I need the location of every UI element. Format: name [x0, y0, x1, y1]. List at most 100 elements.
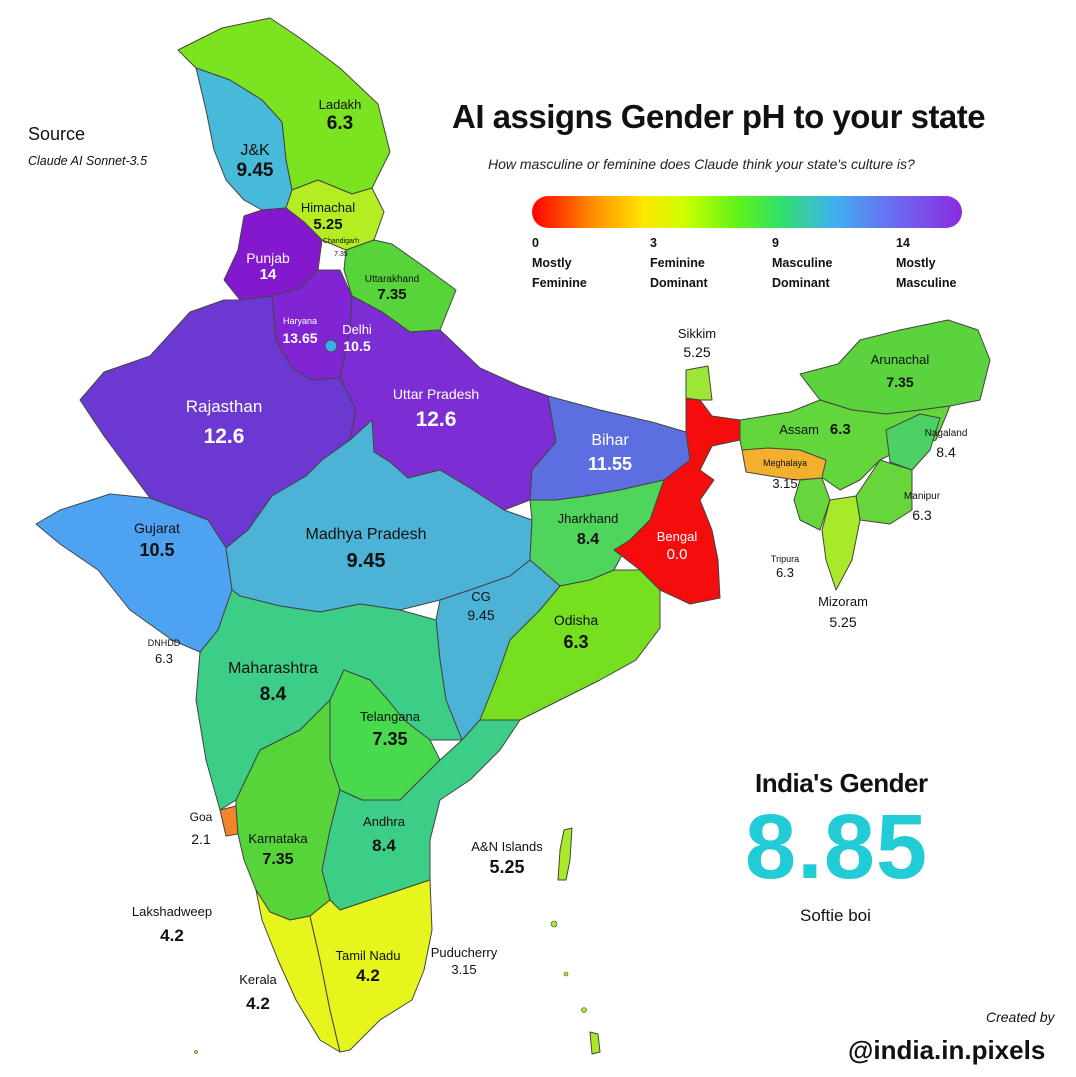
label-puducherry: Puducherry 3.15: [430, 945, 498, 978]
label-value: 6.3: [775, 565, 795, 581]
label-value: 5.25: [489, 856, 525, 877]
label-bengal: Bengal 0.0: [656, 529, 698, 563]
legend-stop-line1: Masculine: [772, 256, 833, 270]
label-value: 0.0: [666, 545, 688, 563]
label-name: Telangana: [360, 709, 420, 724]
label-cg: CG 9.45: [467, 589, 494, 623]
page-subtitle: How masculine or feminine does Claude th…: [488, 156, 915, 172]
label-value: 7.35: [372, 728, 408, 749]
region-odisha: [479, 569, 661, 721]
label-value: 6.3: [829, 421, 851, 438]
label-value: 7.35: [262, 850, 294, 868]
an-islet-3: [563, 971, 569, 977]
label-delhi: Delhi 10.5: [342, 322, 372, 354]
legend-stop-value: 0: [532, 236, 539, 250]
label-name: Jharkhand: [557, 511, 619, 526]
legend-stop-9: 9 Masculine Dominant: [772, 233, 832, 293]
region-delhi: [324, 339, 338, 353]
legend-stop-line2: Masculine: [896, 276, 957, 290]
page-title: AI assigns Gender pH to your state: [452, 98, 986, 135]
source-heading: Source: [28, 124, 86, 144]
label-name: Sikkim: [677, 326, 717, 341]
label-haryana: Haryana 13.65: [282, 316, 317, 346]
label-value: 11.55: [587, 454, 633, 475]
legend-stop-14: 14 Mostly Masculine: [896, 233, 956, 293]
label-value: 6.3: [912, 506, 932, 523]
label-value: 8.4: [936, 443, 956, 460]
label-arunachal: Arunachal 7.35: [871, 352, 930, 390]
label-mizoram: Mizoram 5.25: [818, 594, 868, 630]
label-name: Bengal: [656, 529, 698, 544]
region-tripura: [793, 477, 831, 531]
region-mizoram: [821, 495, 861, 591]
label-value: 9.45: [346, 550, 386, 573]
label-value: 10.5: [343, 337, 371, 354]
label-dnhdd: DNHDD 6.3: [148, 638, 181, 667]
label-value: 7.35: [886, 373, 914, 390]
label-maharashtra: Maharashtra 8.4: [228, 660, 318, 706]
label-name: Odisha: [553, 612, 599, 628]
legend-stop-line1: Feminine: [650, 256, 705, 270]
label-value: 5.25: [829, 613, 857, 630]
label-name: A&N Islands: [471, 839, 543, 854]
label-manipur: Manipur 6.3: [904, 491, 940, 523]
label-value: 3.15: [772, 476, 798, 492]
legend-stop-3: 3 Feminine Dominant: [650, 233, 708, 293]
label-meghalaya: Meghalaya 3.15: [763, 458, 807, 492]
label-up: Uttar Pradesh 12.6: [393, 386, 479, 432]
label-value: 4.2: [246, 993, 270, 1013]
legend-stop-value: 9: [772, 236, 779, 250]
label-name: Assam: [779, 422, 820, 437]
label-name: Nagaland: [924, 428, 968, 439]
label-value: 14: [259, 266, 277, 284]
label-name: Andhra: [363, 814, 405, 829]
label-uttarakhand: Uttarakhand 7.35: [365, 274, 419, 303]
label-name: Rajasthan: [185, 397, 263, 416]
summary-note: Softie boi: [800, 906, 871, 925]
label-name: Puducherry: [430, 945, 498, 960]
label-name: Manipur: [903, 491, 941, 502]
label-name: CG: [471, 589, 491, 604]
label-value: 6.3: [563, 632, 589, 653]
label-lakshadweep: Lakshadweep 4.2: [132, 904, 212, 945]
label-name: Chandigarh: [322, 238, 360, 245]
label-name: Tamil Nadu: [335, 948, 401, 963]
label-name: Himachal: [300, 200, 356, 215]
label-bihar: Bihar 11.55: [588, 432, 632, 475]
label-name: Tripura: [770, 554, 800, 564]
label-name: Maharashtra: [228, 660, 318, 677]
region-an-islands: [557, 827, 573, 881]
region-tamilnadu: [309, 879, 433, 1053]
label-tripura: Tripura 6.3: [771, 554, 799, 581]
an-islet-1: [550, 920, 558, 928]
label-gujarat: Gujarat 10.5: [134, 520, 180, 561]
label-odisha: Odisha 6.3: [554, 612, 598, 653]
legend-stop-line1: Mostly: [896, 256, 936, 270]
legend-stop-line2: Feminine: [532, 276, 587, 290]
label-andhra: Andhra 8.4: [363, 814, 405, 855]
label-name: Madhya Pradesh: [305, 526, 427, 543]
label-value: 8.4: [576, 530, 600, 548]
label-name: Uttar Pradesh: [392, 386, 480, 402]
label-mp: Madhya Pradesh 9.45: [306, 526, 427, 573]
label-kerala: Kerala 4.2: [239, 972, 277, 1013]
label-value: 6.3: [154, 651, 174, 667]
summary-heading: India's Gender: [755, 768, 928, 798]
label-name: Goa: [189, 810, 213, 824]
label-an-islands: A&N Islands 5.25: [471, 839, 543, 878]
legend-stop-value: 3: [650, 236, 657, 250]
legend-stop-0: 0 Mostly Feminine: [532, 233, 587, 293]
color-scale-bar: [532, 196, 962, 228]
label-himachal: Himachal 5.25: [300, 200, 356, 233]
label-value: 5.25: [683, 343, 711, 360]
label-nagaland: Nagaland 8.4: [925, 428, 968, 460]
label-telangana: Telangana 7.35: [360, 709, 420, 750]
label-value: 12.6: [415, 408, 457, 432]
label-punjab: Punjab 14: [246, 250, 290, 283]
label-name: Kerala: [239, 972, 277, 987]
label-value: 10.5: [139, 540, 175, 561]
label-sikkim: Sikkim 5.25: [677, 326, 717, 360]
source-value: Claude AI Sonnet-3.5: [28, 154, 148, 168]
legend-stop-line2: Dominant: [772, 276, 830, 290]
